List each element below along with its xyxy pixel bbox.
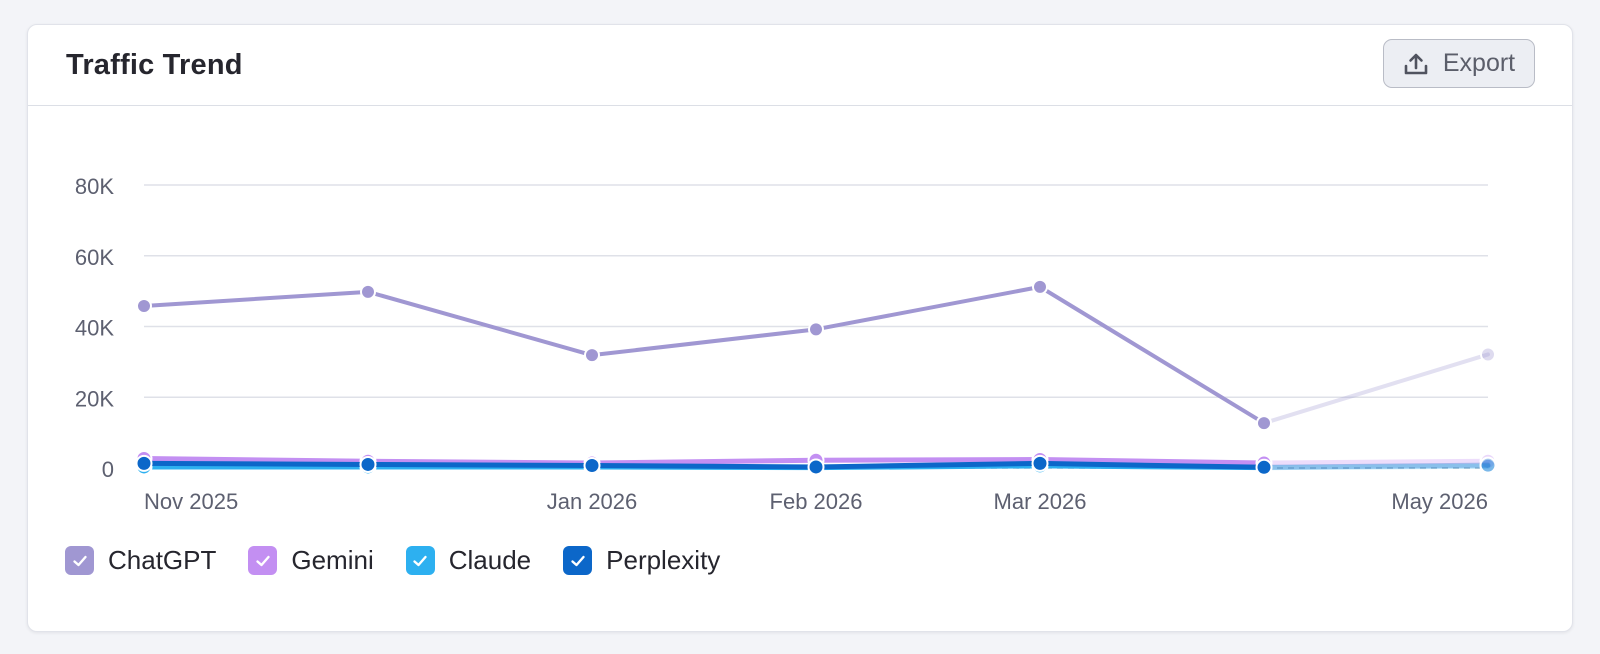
series-line-gemini [141,455,1267,466]
data-point-perplexity [807,458,825,476]
card-header: Traffic Trend Export [28,25,1572,106]
data-point-chatgpt [808,321,824,338]
upload-icon [1403,51,1429,77]
legend-label: Claude [448,545,532,575]
legend-item-perplexity[interactable]: Perplexity [563,545,720,576]
legend-checkbox[interactable] [405,546,435,575]
traffic-trend-card: Traffic Trend Export 0 20K 40K 60K 80K Nov 20… [27,24,1573,632]
legend-item-claude[interactable]: Claude [405,545,532,576]
legend-checkbox[interactable] [248,546,278,575]
check-icon [72,555,87,566]
export-button[interactable]: Export [1383,39,1535,88]
check-icon [256,555,270,566]
data-point-perplexity [1031,454,1049,472]
x-tick-label: May 2026 [1391,489,1488,514]
series-partial-segment-claude [1261,463,1491,471]
legend-item-chatgpt[interactable]: ChatGPT [65,545,216,576]
data-point-perplexity [1479,456,1497,474]
series-partial-segment-perplexity [1261,462,1491,470]
data-point-chatgpt [136,297,152,314]
y-tick-label: 20K [75,386,114,411]
legend-label: Perplexity [606,545,721,575]
data-point-perplexity [583,457,601,475]
card-title: Traffic Trend [66,49,243,81]
data-point-perplexity [1255,458,1273,476]
series-line-perplexity [141,460,1267,470]
traffic-trend-chart: 0 20K 40K 60K 80K Nov 2025 Jan 2026 Feb 2026 Mar… [75,174,1497,514]
data-point-chatgpt [1256,415,1272,432]
data-point-chatgpt [360,283,376,300]
x-tick-label: Feb 2026 [770,489,863,514]
legend-checkbox[interactable] [65,546,94,575]
data-point-chatgpt [1480,346,1496,363]
x-tick-label: Jan 2026 [547,489,638,514]
y-tick-label: 40K [75,316,114,341]
legend-checkbox[interactable] [563,546,593,575]
series-partial-segment-gemini [1261,458,1491,466]
series-partial-segment-chatgpt [1262,352,1490,426]
data-point-perplexity [359,455,377,473]
data-point-chatgpt [1032,278,1048,295]
legend-label: Gemini [291,545,374,575]
x-tick-label: Mar 2026 [994,489,1087,514]
legend-item-gemini[interactable]: Gemini [248,545,374,576]
series-line-chatgpt [142,284,1266,426]
check-icon [413,555,427,566]
check-icon [570,555,585,566]
chart-legend: ChatGPT Gemini Claude Perplexity [65,545,720,576]
y-tick-label: 60K [75,245,114,270]
y-tick-label: 0 [102,457,114,482]
legend-label: ChatGPT [108,545,217,575]
data-point-perplexity [135,454,153,472]
export-button-label: Export [1442,49,1516,77]
x-tick-label: Nov 2025 [144,489,238,514]
data-point-chatgpt [584,347,600,364]
y-tick-label: 80K [75,174,114,199]
